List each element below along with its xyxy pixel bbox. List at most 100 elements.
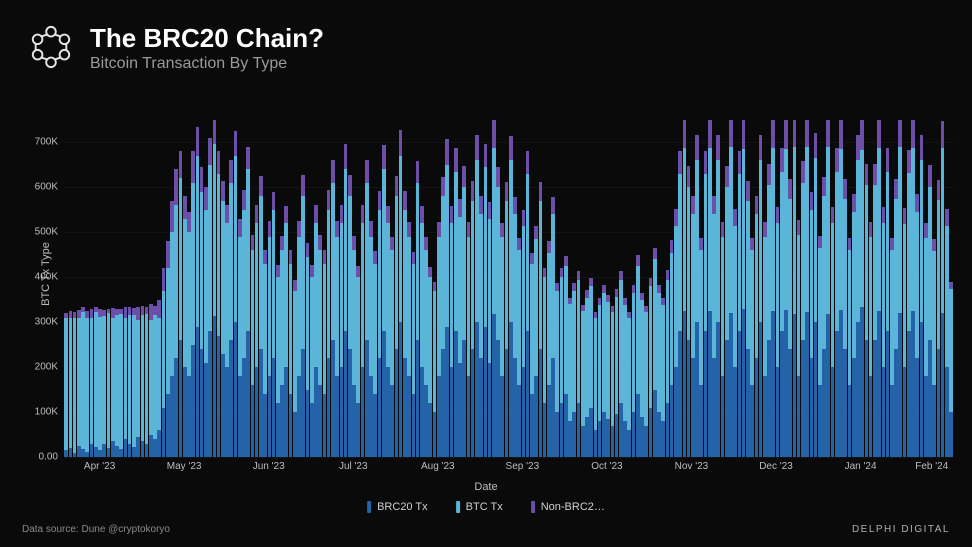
bar-segment <box>835 331 839 457</box>
bar-segment <box>691 358 695 457</box>
bar-segment <box>200 349 204 457</box>
y-tick: 300K <box>35 317 58 328</box>
bar-segment <box>395 196 399 349</box>
bar <box>145 120 149 457</box>
bar-segment <box>242 190 246 210</box>
bar-segment <box>297 221 301 237</box>
bar-segment <box>674 367 678 457</box>
bar-segment <box>98 317 102 450</box>
bar-segment <box>852 212 856 358</box>
bar <box>149 120 153 457</box>
bar <box>822 120 826 457</box>
bar-segment <box>102 310 106 317</box>
bar-segment <box>822 196 826 349</box>
bar-segment <box>373 264 377 394</box>
bar-segment <box>649 278 653 287</box>
bar <box>471 120 475 457</box>
bar <box>162 120 166 457</box>
bar <box>683 120 687 457</box>
bar-segment <box>640 417 644 457</box>
bar <box>598 120 602 457</box>
legend-label: BTC Tx <box>466 501 503 513</box>
bar <box>640 120 644 457</box>
bar-segment <box>894 349 898 457</box>
bar-segment <box>420 223 424 367</box>
bar-segment <box>242 358 246 457</box>
bar <box>297 120 301 457</box>
bar-segment <box>759 322 763 457</box>
bar-segment <box>412 252 416 264</box>
bar-segment <box>589 286 593 407</box>
bar <box>90 120 94 457</box>
bar-segment <box>653 390 657 457</box>
bar-segment <box>119 449 123 457</box>
brand-mark: DELPHI DIGITAL <box>852 524 950 535</box>
bar <box>462 120 466 457</box>
bar-segment <box>928 165 932 187</box>
bar-segment <box>729 147 733 313</box>
legend-item: Non-BRC2… <box>531 501 605 513</box>
bar <box>835 120 839 457</box>
bar-segment <box>467 222 471 236</box>
bar-segment <box>784 149 788 310</box>
x-axis-label: Date <box>474 481 497 493</box>
bar <box>894 120 898 457</box>
bar <box>873 120 877 457</box>
bar-segment <box>187 376 191 457</box>
bar-segment <box>318 235 322 250</box>
bar-segment <box>716 160 720 322</box>
bar-segment <box>890 238 894 251</box>
x-tick: Jan '24 <box>845 461 877 472</box>
bar-segment <box>547 253 551 386</box>
bar-segment <box>898 147 902 313</box>
bar-segment <box>344 331 348 457</box>
bar-segment <box>428 403 432 457</box>
bar <box>577 120 581 457</box>
bar-segment <box>187 212 191 232</box>
bar-segment <box>251 250 255 385</box>
bar-segment <box>615 297 619 415</box>
bar-segment <box>729 313 733 457</box>
bar <box>928 120 932 457</box>
bar-segment <box>471 201 475 349</box>
bar <box>513 120 517 457</box>
bar <box>479 120 483 457</box>
bar <box>255 120 259 457</box>
header: The BRC20 Chain? Bitcoin Transaction By … <box>0 0 972 81</box>
bar-segment <box>238 237 242 376</box>
bar-segment <box>183 196 187 218</box>
bar-segment <box>259 176 263 196</box>
bar-segment <box>882 207 886 223</box>
bar <box>924 120 928 457</box>
bar-segment <box>276 277 280 403</box>
bar-segment <box>581 311 585 426</box>
bar-segment <box>627 430 631 457</box>
bar-segment <box>644 426 648 457</box>
bar-segment <box>839 120 843 149</box>
bar-segment <box>594 430 598 457</box>
bar-segment <box>335 376 339 457</box>
bar-segment <box>564 256 568 266</box>
bar-segment <box>382 145 386 169</box>
bar-segment <box>246 147 250 169</box>
bar <box>475 120 479 457</box>
y-axis-ticks: 0.00100K200K300K400K500K600K700K <box>34 120 62 457</box>
bar-segment <box>488 363 492 457</box>
bar-segment <box>369 221 373 237</box>
bar-segment <box>733 226 737 368</box>
bar-segment <box>687 166 691 188</box>
bar-segment <box>780 148 784 171</box>
bar-segment <box>670 240 674 253</box>
bar-segment <box>551 214 555 358</box>
bar <box>69 120 73 457</box>
bar-segment <box>555 291 559 412</box>
bar <box>860 120 864 457</box>
bar-segment <box>145 444 149 457</box>
bar-segment <box>822 177 826 197</box>
bar-segment <box>890 250 894 385</box>
bar-segment <box>458 363 462 457</box>
bar-segment <box>111 441 115 457</box>
bar-segment <box>721 237 725 376</box>
bar-segment <box>475 322 479 457</box>
bar-segment <box>776 367 780 457</box>
